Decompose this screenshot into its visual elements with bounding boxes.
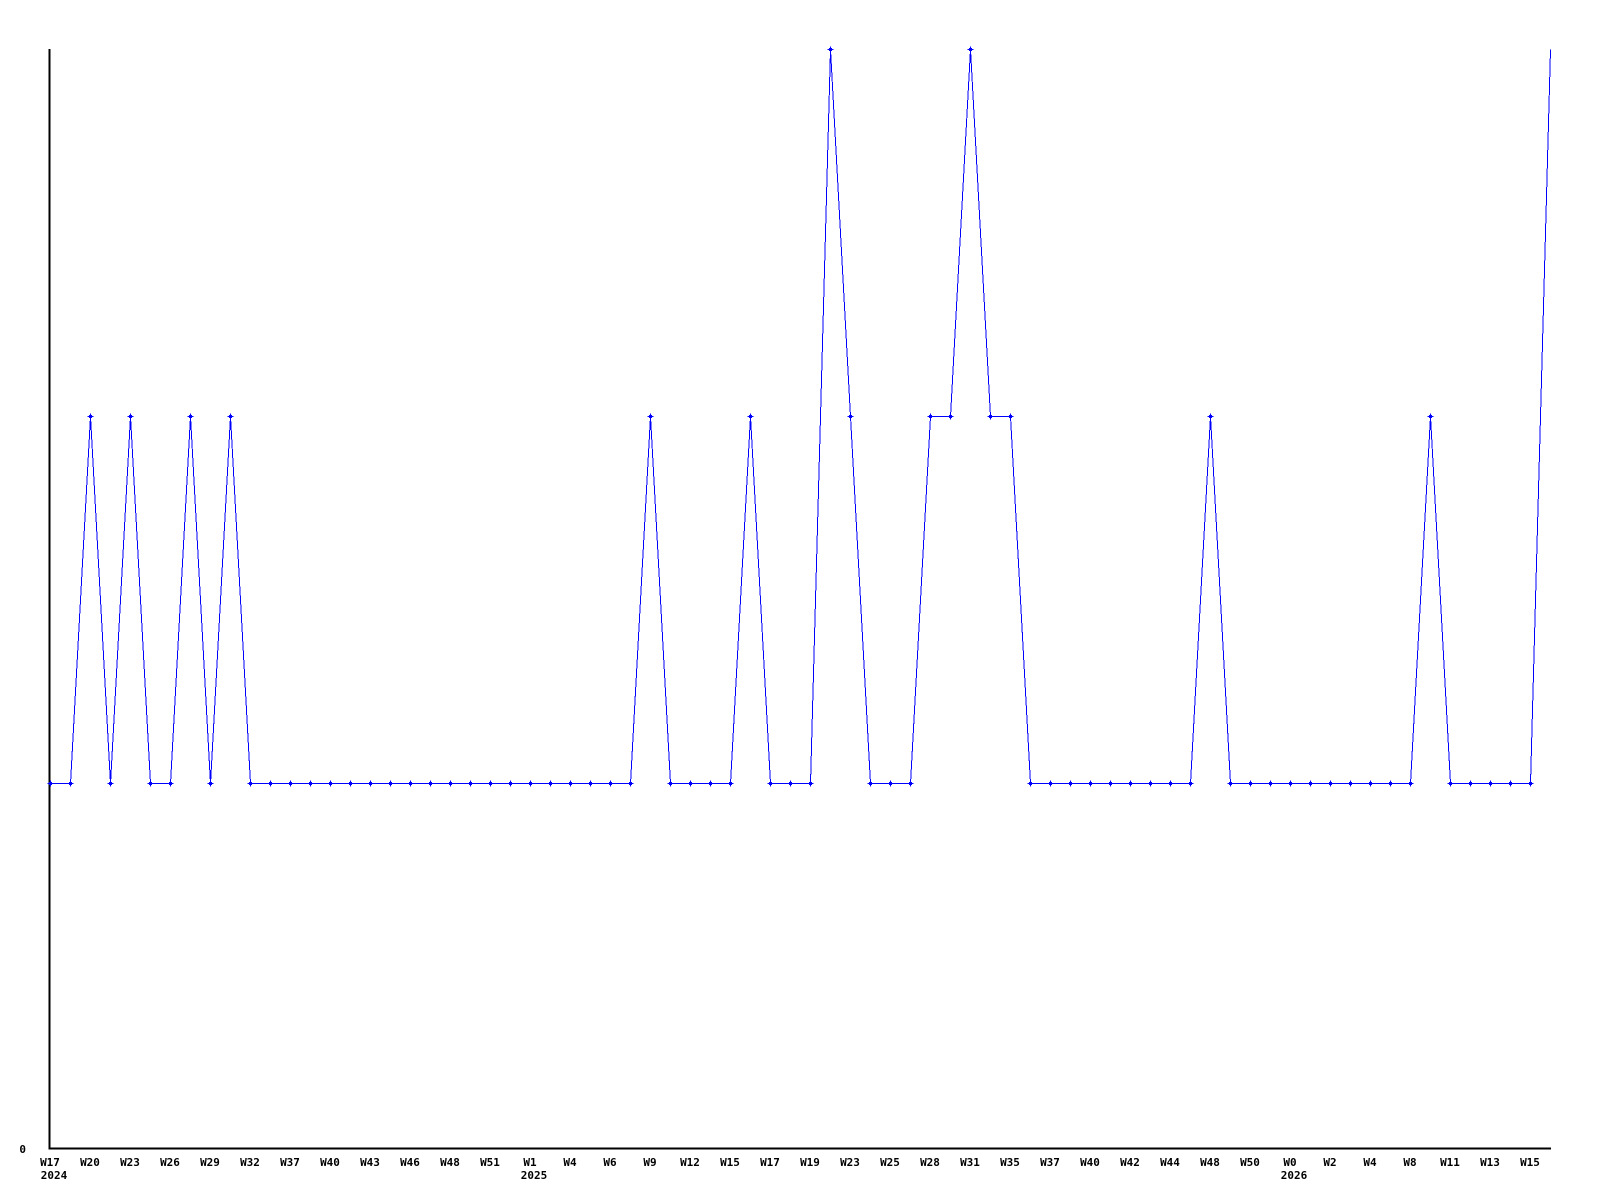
x-year-label: 2026 (1281, 1169, 1308, 1182)
x-tick-label: W40 (320, 1156, 340, 1169)
x-tick-label: W28 (920, 1156, 940, 1169)
x-tick-label: W23 (840, 1156, 860, 1169)
x-tick-label: W50 (1240, 1156, 1260, 1169)
x-tick-label: W29 (200, 1156, 220, 1169)
x-year-label: 2024 (41, 1169, 68, 1182)
axis-lines (48, 49, 1551, 1150)
x-tick-label: W11 (1440, 1156, 1460, 1169)
x-tick-label: W15 (1520, 1156, 1540, 1169)
x-tick-label: W20 (80, 1156, 100, 1169)
x-tick-label: W32 (240, 1156, 260, 1169)
x-tick-label: W6 (603, 1156, 617, 1169)
x-tick-label: W46 (400, 1156, 420, 1169)
data-line (50, 49, 1551, 784)
x-year-label: 2025 (521, 1169, 548, 1182)
x-tick-label: W43 (360, 1156, 380, 1169)
x-tick-label: W4 (1363, 1156, 1377, 1169)
x-tick-label: W44 (1160, 1156, 1180, 1169)
x-tick-label: W35 (1000, 1156, 1020, 1169)
x-tick-label: W51 (480, 1156, 500, 1169)
x-tick-label: W40 (1080, 1156, 1100, 1169)
x-tick-label: W2 (1323, 1156, 1336, 1169)
x-tick-label: W15 (720, 1156, 740, 1169)
data-point-marker-centers (49, 48, 1532, 785)
x-tick-label: W12 (680, 1156, 700, 1169)
x-tick-label: W37 (1040, 1156, 1060, 1169)
x-tick-label: W9 (643, 1156, 656, 1169)
x-tick-label: W4 (563, 1156, 577, 1169)
x-tick-label: W37 (280, 1156, 300, 1169)
x-tick-label: W8 (1403, 1156, 1416, 1169)
x-tick-label: W17 (40, 1156, 60, 1169)
x-tick-label: W1 (523, 1156, 537, 1169)
x-tick-label: W25 (880, 1156, 900, 1169)
x-tick-label: W17 (760, 1156, 780, 1169)
x-tick-label: W48 (1200, 1156, 1220, 1169)
x-tick-label: W48 (440, 1156, 460, 1169)
x-tick-label: W31 (960, 1156, 980, 1169)
data-point-markers (47, 46, 1534, 787)
x-tick-label: W0 (1283, 1156, 1296, 1169)
x-tick-label: W13 (1480, 1156, 1500, 1169)
x-tick-label: W42 (1120, 1156, 1140, 1169)
x-tick-label: W26 (160, 1156, 180, 1169)
x-tick-label: W19 (800, 1156, 820, 1169)
y-tick-label: 0 (19, 1143, 26, 1156)
x-tick-label: W23 (120, 1156, 140, 1169)
